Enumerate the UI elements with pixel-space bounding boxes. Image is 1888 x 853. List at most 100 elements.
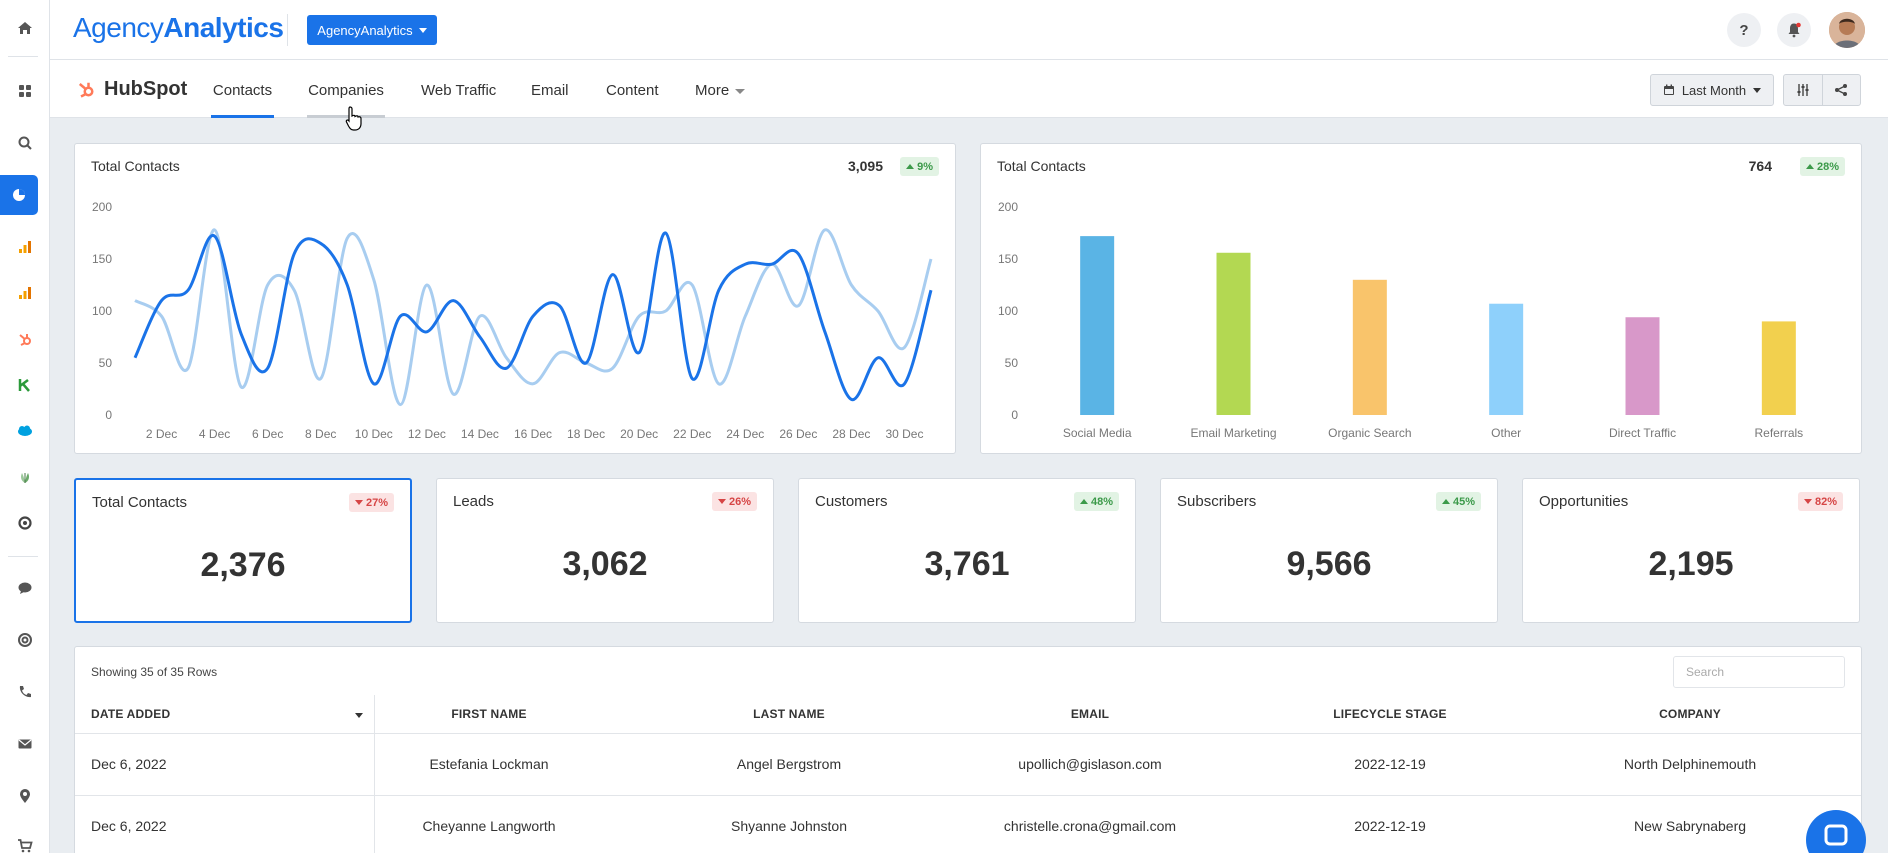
- cell-company: New Sabrynaberg: [1633, 818, 1747, 834]
- kpi-card-subscribers[interactable]: Subscribers 45% 9,566: [1160, 478, 1498, 623]
- bar: [1489, 303, 1524, 415]
- arrow-up-icon: [1079, 499, 1088, 504]
- salesforce-icon[interactable]: [0, 411, 50, 451]
- y-tick-label: 200: [998, 200, 1018, 214]
- column-header-email[interactable]: EMAIL: [1070, 707, 1110, 721]
- agencyanalytics-logo[interactable]: AgencyAnalytics: [73, 12, 284, 43]
- location-icon[interactable]: [0, 776, 50, 816]
- y-tick-label: 100: [92, 304, 112, 318]
- mouse-pointer-icon: [345, 106, 362, 131]
- change-badge-text: 9%: [917, 160, 933, 173]
- arrow-up-icon: [906, 164, 915, 169]
- card-total: 3,095: [847, 158, 883, 174]
- notifications-button[interactable]: [1777, 13, 1811, 47]
- cell-first-name: Cheyanne Langworth: [422, 818, 556, 834]
- support-icon[interactable]: [0, 620, 50, 660]
- column-divider: [374, 695, 375, 853]
- kpi-value: 3,062: [562, 545, 648, 583]
- integration-nav: HubSpot Contacts Companies Web Traffic E…: [50, 60, 1888, 118]
- dashboard-icon[interactable]: [0, 71, 50, 111]
- kpi-card-opportunities[interactable]: Opportunities 82% 2,195: [1522, 478, 1860, 623]
- account-switcher-label: AgencyAnalytics: [317, 22, 413, 38]
- kpi-card-customers[interactable]: Customers 48% 3,761: [798, 478, 1136, 623]
- column-header-lifecycle-stage[interactable]: LIFECYCLE STAGE: [1333, 707, 1447, 721]
- date-range-button[interactable]: Last Month: [1650, 74, 1774, 106]
- x-tick-label: 18 Dec: [567, 427, 605, 441]
- column-header-date-added[interactable]: DATE ADDED: [91, 707, 171, 721]
- bar: [1080, 236, 1115, 415]
- help-button[interactable]: ?: [1727, 13, 1761, 47]
- cell-last-name: Angel Bergstrom: [736, 756, 842, 772]
- tab-email[interactable]: Email: [531, 82, 569, 99]
- integration-title: HubSpot: [104, 78, 188, 100]
- kpi-value: 2,376: [200, 546, 286, 584]
- x-tick-label: 20 Dec: [620, 427, 658, 441]
- reports-icon[interactable]: [0, 175, 38, 215]
- change-badge-text: 27%: [365, 496, 388, 509]
- share-button[interactable]: [1821, 75, 1861, 105]
- tab-more[interactable]: More: [695, 82, 746, 118]
- tab-web-traffic[interactable]: Web Traffic: [421, 82, 497, 99]
- customize-button[interactable]: [1784, 75, 1822, 105]
- kpi-card-total-contacts[interactable]: Total Contacts 27% 2,376: [74, 478, 412, 623]
- y-tick-label: 150: [92, 252, 112, 266]
- analytics-icon[interactable]: [0, 273, 50, 313]
- sort-desc-icon[interactable]: [355, 713, 363, 718]
- contacts-table-card: Showing 35 of 35 Rows DATE ADDED FIRST N…: [74, 646, 1862, 853]
- logo-divider: [287, 14, 288, 46]
- phone-icon[interactable]: [0, 672, 50, 712]
- kpi-card-leads[interactable]: Leads 26% 3,062: [436, 478, 774, 623]
- cell-email: christelle.crona@gmail.com: [1003, 818, 1177, 834]
- x-tick-label: 8 Dec: [305, 427, 336, 441]
- rows-count: Showing 35 of 35 Rows: [91, 665, 218, 679]
- x-tick-label: 22 Dec: [673, 427, 711, 441]
- series-line: [134, 228, 933, 407]
- column-header-last-name[interactable]: LAST NAME: [753, 707, 825, 721]
- cart-icon[interactable]: [0, 826, 50, 853]
- cell-first-name: Estefania Lockman: [429, 756, 549, 772]
- search-icon[interactable]: [0, 123, 50, 163]
- change-badge-text: 28%: [1816, 160, 1839, 173]
- x-tick-label: 14 Dec: [461, 427, 499, 441]
- chevron-down-icon: [735, 88, 746, 94]
- chat-bubble-icon: [1824, 824, 1848, 846]
- sidebar-divider: [8, 556, 38, 557]
- column-header-first-name[interactable]: FIRST NAME: [451, 707, 527, 721]
- cell-date-added: Dec 6, 2022: [91, 818, 167, 834]
- column-header-company[interactable]: COMPANY: [1659, 707, 1721, 721]
- table-search-input[interactable]: [1673, 656, 1845, 688]
- tab-content[interactable]: Content: [606, 82, 659, 99]
- kpi-label: Subscribers: [1177, 493, 1257, 510]
- x-tick-label: Referrals: [1754, 426, 1803, 440]
- home-icon[interactable]: [0, 8, 50, 48]
- bell-icon: [1788, 22, 1801, 38]
- settings-icon[interactable]: [0, 503, 50, 543]
- change-badge: 28%: [1799, 157, 1845, 176]
- shopify-icon[interactable]: [0, 457, 50, 497]
- arrow-down-icon: [717, 499, 726, 504]
- change-badge-text: 45%: [1452, 495, 1475, 508]
- x-tick-label: 26 Dec: [779, 427, 817, 441]
- analytics-icon[interactable]: [0, 227, 50, 267]
- total-contacts-bar-card: Total Contacts 764 28% 0 50 100 150 200 Socia…: [980, 143, 1862, 454]
- arrow-up-icon: [1805, 164, 1814, 169]
- x-tick-label: 10 Dec: [355, 427, 393, 441]
- card-title: Total Contacts: [91, 158, 180, 174]
- chat-launcher-button[interactable]: [1806, 810, 1866, 853]
- hubspot-icon: [76, 79, 96, 104]
- tab-contacts[interactable]: Contacts: [211, 82, 274, 118]
- tab-companies[interactable]: Companies: [307, 82, 385, 118]
- account-switcher-button[interactable]: AgencyAnalytics: [307, 15, 437, 45]
- hubspot-icon[interactable]: [0, 319, 50, 359]
- arrow-up-icon: [1441, 499, 1450, 504]
- change-badge: 9%: [900, 157, 939, 176]
- row-divider: [75, 795, 1861, 796]
- change-badge-text: 48%: [1090, 495, 1113, 508]
- x-tick-label: 4 Dec: [199, 427, 230, 441]
- user-avatar[interactable]: [1829, 12, 1865, 48]
- chat-icon[interactable]: [0, 568, 50, 608]
- bar: [1352, 279, 1387, 415]
- klaviyo-icon[interactable]: [0, 365, 50, 405]
- mail-icon[interactable]: [0, 724, 50, 764]
- cell-date-added: Dec 6, 2022: [91, 756, 167, 772]
